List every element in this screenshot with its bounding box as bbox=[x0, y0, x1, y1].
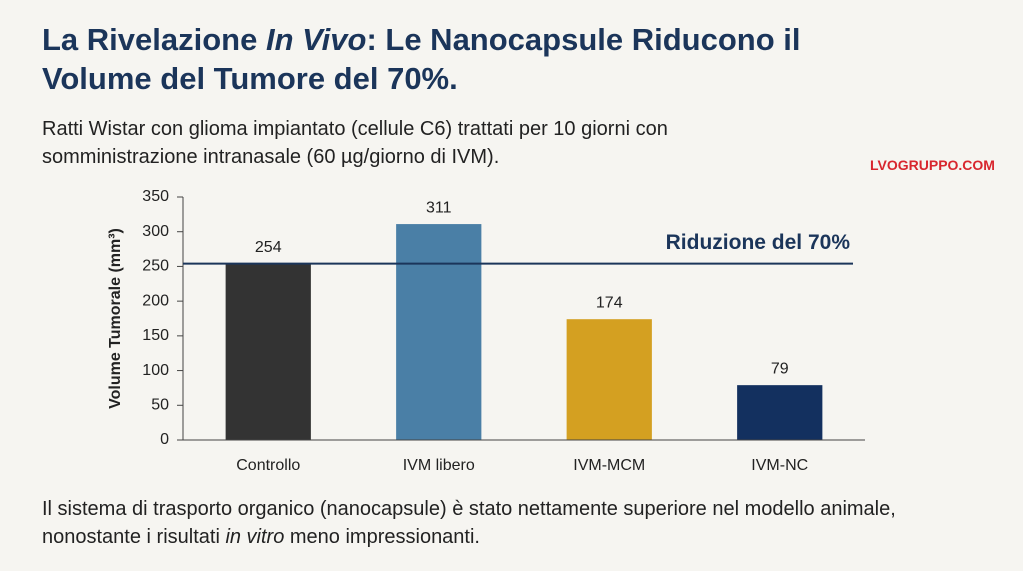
logo[interactable]: LVOGRUPPO.COM bbox=[870, 157, 995, 173]
y-tick-label: 150 bbox=[142, 327, 169, 344]
value-label: 79 bbox=[771, 360, 789, 377]
y-tick-label: 250 bbox=[142, 258, 169, 275]
value-label: 311 bbox=[426, 199, 452, 216]
reference-label: Riduzione del 70% bbox=[666, 231, 851, 254]
x-tick-label: IVM-MCM bbox=[573, 457, 645, 474]
title-part: La Rivelazione bbox=[42, 22, 266, 57]
y-tick-label: 100 bbox=[142, 362, 169, 379]
title: La Rivelazione In Vivo: Le Nanocapsule R… bbox=[42, 20, 842, 98]
subtitle: Ratti Wistar con glioma impiantato (cell… bbox=[42, 118, 668, 168]
bar bbox=[225, 263, 311, 440]
footer-part: in vitro bbox=[225, 526, 285, 548]
title-part: : Le Nanocapsule Riducono il Volume del … bbox=[42, 22, 801, 96]
x-tick-label: IVM libero bbox=[403, 457, 475, 474]
bar bbox=[396, 224, 482, 440]
bar bbox=[737, 385, 823, 440]
footer: Il sistema di trasporto organico (nanoca… bbox=[42, 495, 982, 551]
bar bbox=[566, 319, 652, 440]
y-axis-label: Volume Tumorale (mm³) bbox=[107, 228, 124, 409]
y-tick-label: 50 bbox=[151, 397, 169, 414]
y-tick-label: 350 bbox=[142, 188, 169, 205]
y-tick-label: 200 bbox=[142, 292, 169, 309]
value-label: 174 bbox=[596, 294, 623, 311]
title-part: In Vivo bbox=[265, 22, 367, 57]
y-tick-label: 0 bbox=[160, 431, 169, 448]
x-tick-label: IVM-NC bbox=[751, 457, 808, 474]
y-tick-label: 300 bbox=[142, 223, 169, 240]
footer-part: Il sistema di trasporto organico (nanoca… bbox=[42, 498, 896, 548]
value-label: 254 bbox=[255, 239, 282, 256]
footer-part: meno impressionanti. bbox=[284, 526, 480, 548]
x-tick-label: Controllo bbox=[236, 457, 300, 474]
